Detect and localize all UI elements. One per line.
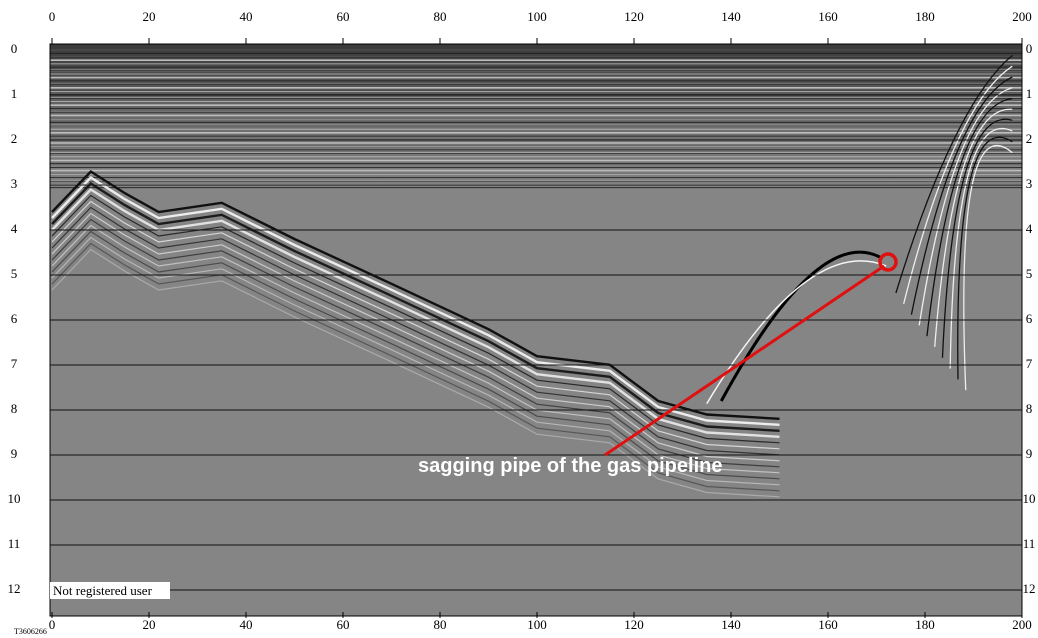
page: 0020204040606080801001001201201401401601… <box>0 0 1038 638</box>
x-tick-label-top: 180 <box>915 9 935 24</box>
y-tick-label-right: 0 <box>1026 41 1033 56</box>
y-tick-label-right: 12 <box>1023 581 1036 596</box>
x-tick-label-top: 160 <box>818 9 838 24</box>
radargram: 0020204040606080801001001201201401401601… <box>0 0 1038 638</box>
x-tick-label-bottom: 0 <box>49 617 56 632</box>
y-tick-label-left: 8 <box>11 401 18 416</box>
file-id: T3606266 <box>14 627 47 636</box>
y-tick-label-right: 2 <box>1026 131 1033 146</box>
x-tick-label-top: 80 <box>434 9 447 24</box>
x-tick-label-bottom: 60 <box>337 617 350 632</box>
y-tick-label-left: 2 <box>11 131 18 146</box>
x-tick-label-bottom: 80 <box>434 617 447 632</box>
x-tick-label-bottom: 120 <box>624 617 644 632</box>
x-tick-label-bottom: 160 <box>818 617 838 632</box>
x-tick-label-bottom: 20 <box>143 617 156 632</box>
y-tick-label-left: 7 <box>11 356 18 371</box>
y-tick-label-left: 11 <box>8 536 21 551</box>
x-tick-label-top: 0 <box>49 9 56 24</box>
x-tick-label-bottom: 40 <box>240 617 253 632</box>
y-tick-label-right: 4 <box>1026 221 1033 236</box>
x-tick-label-top: 40 <box>240 9 253 24</box>
y-tick-label-left: 3 <box>11 176 18 191</box>
y-tick-label-right: 1 <box>1026 86 1033 101</box>
x-tick-label-top: 200 <box>1012 9 1032 24</box>
surface-band <box>50 44 1022 184</box>
annotation: sagging pipe of the gas pipeline <box>418 455 722 477</box>
x-tick-label-bottom: 140 <box>721 617 741 632</box>
y-tick-label-right: 9 <box>1026 446 1033 461</box>
y-tick-label-left: 6 <box>11 311 18 326</box>
x-tick-label-top: 140 <box>721 9 741 24</box>
y-tick-label-right: 11 <box>1023 536 1036 551</box>
y-tick-label-left: 10 <box>8 491 21 506</box>
x-tick-label-top: 60 <box>337 9 350 24</box>
y-tick-label-left: 4 <box>11 221 18 236</box>
y-tick-label-left: 9 <box>11 446 18 461</box>
x-tick-label-top: 120 <box>624 9 644 24</box>
y-tick-label-right: 8 <box>1026 401 1033 416</box>
y-tick-label-left: 0 <box>11 41 18 56</box>
x-tick-label-bottom: 100 <box>527 617 547 632</box>
y-tick-label-right: 10 <box>1023 491 1036 506</box>
y-tick-label-left: 5 <box>11 266 18 281</box>
y-tick-label-right: 3 <box>1026 176 1033 191</box>
y-tick-label-right: 5 <box>1026 266 1033 281</box>
x-tick-label-bottom: 180 <box>915 617 935 632</box>
y-tick-label-left: 12 <box>8 581 21 596</box>
x-tick-label-top: 20 <box>143 9 156 24</box>
y-tick-label-left: 1 <box>11 86 18 101</box>
x-tick-label-top: 100 <box>527 9 547 24</box>
y-tick-label-right: 7 <box>1026 356 1033 371</box>
watermark: Not registered user <box>53 583 153 598</box>
y-tick-label-right: 6 <box>1026 311 1033 326</box>
x-tick-label-bottom: 200 <box>1012 617 1032 632</box>
